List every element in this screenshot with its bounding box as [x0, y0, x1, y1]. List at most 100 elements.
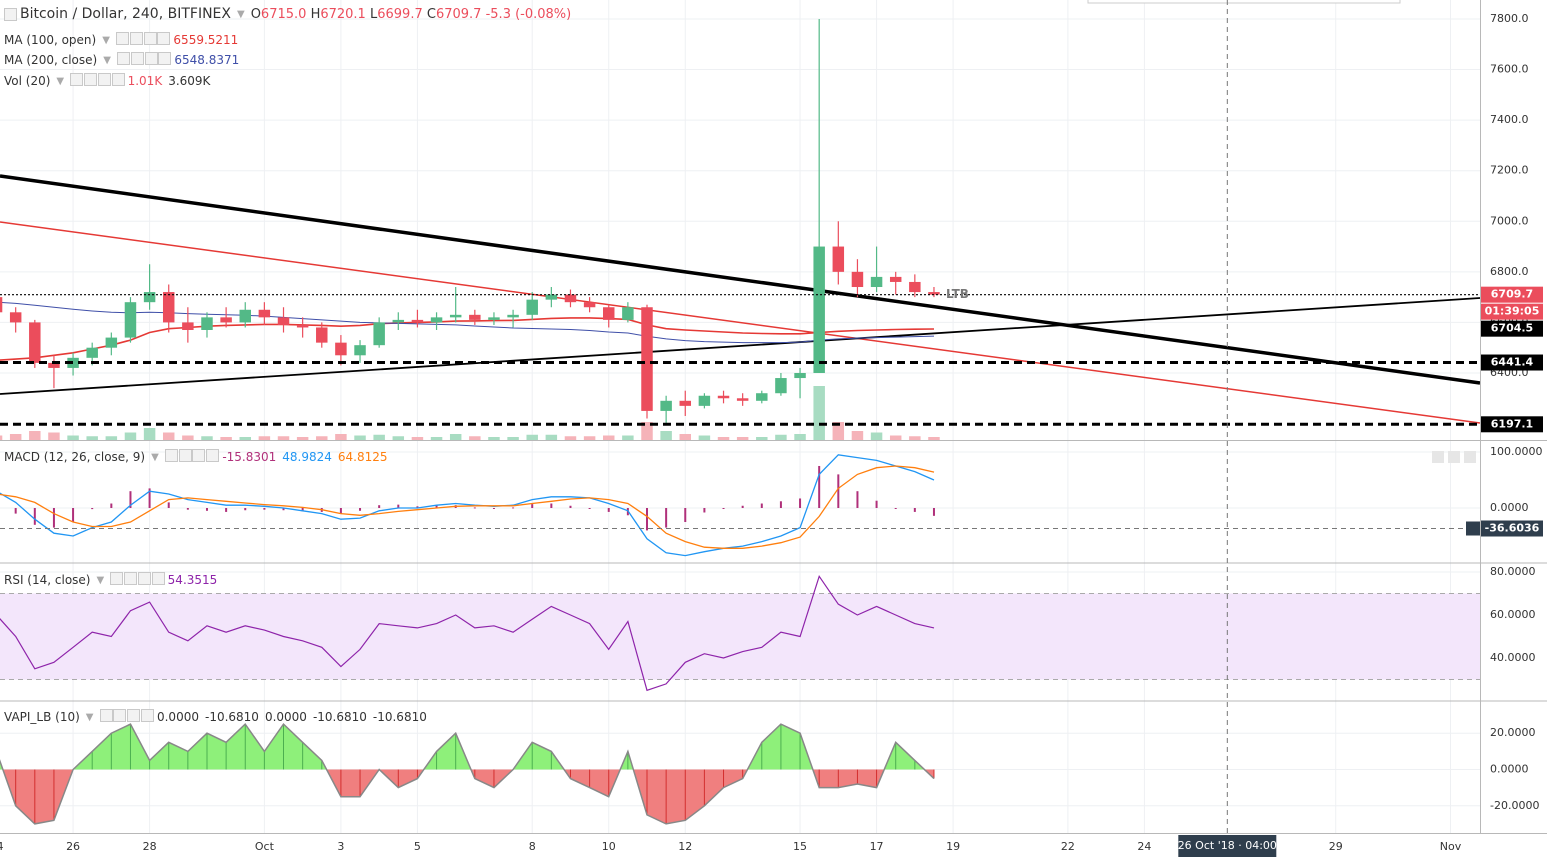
volume-bar [507, 437, 519, 440]
candle-body [928, 292, 940, 295]
volume-bar [641, 422, 653, 440]
collapse-icon[interactable] [4, 7, 17, 21]
histogram-bar [33, 507, 36, 525]
y-tick-label: 40.0000 [1490, 651, 1536, 664]
price-badge-bg [1481, 286, 1543, 303]
histogram-bar [722, 507, 725, 509]
volume-bar [67, 435, 79, 440]
ohlc-key: L [369, 6, 378, 22]
histogram-bar [913, 507, 916, 512]
histogram-bar [932, 507, 935, 516]
volume-bar [430, 437, 443, 440]
ohlc-key: C [426, 6, 436, 22]
histogram-bar [301, 507, 304, 512]
volume-bar [928, 437, 940, 440]
indicator-legend: MACD (12, 26, close, 9) ▼ -15.8301 48.982… [4, 449, 388, 465]
candle-body [105, 337, 118, 348]
candle-body [48, 362, 60, 368]
indicator-legend: MA (100, open) ▼ 6559.5211 [4, 32, 238, 48]
histogram-bar [91, 507, 94, 510]
indicator-name: VAPI_LB (10) [4, 710, 80, 724]
histogram-bar [110, 503, 113, 508]
volume-bar [717, 437, 730, 440]
histogram-bar [569, 505, 572, 508]
x-tick-label: 19 [946, 840, 960, 853]
candle-body [469, 314, 481, 320]
histogram-bar [646, 507, 649, 531]
dropdown[interactable]: ▼ [236, 8, 245, 20]
histogram-bar [359, 507, 362, 511]
pane-button[interactable] [1432, 451, 1444, 463]
indicator-value: 6559.5211 [173, 33, 239, 47]
candle-body [736, 398, 749, 401]
candle-body [813, 246, 825, 373]
dropdown[interactable]: ▼ [56, 75, 65, 87]
volume-bar [736, 437, 749, 440]
volume-bar [469, 436, 481, 440]
candle-body [162, 292, 175, 323]
candle-body [756, 393, 768, 401]
y-tick-label: 80.0000 [1490, 565, 1536, 578]
indicator-value: 3.609K [168, 74, 211, 88]
histogram-bar [760, 503, 763, 508]
candle-body [373, 322, 385, 346]
indicator-legend: VAPI_LB (10) ▼ 0.0000 -10.6810 0.0000 -10… [4, 709, 427, 725]
histogram-bar [588, 507, 591, 509]
volume-bar [449, 434, 462, 440]
histogram-bar [148, 488, 151, 508]
x-tick-label: Oct [255, 840, 275, 853]
volume-bar [832, 422, 845, 440]
candle-body [29, 322, 41, 363]
volume-bar [756, 437, 768, 440]
candle-body [564, 294, 577, 303]
volume-bar [411, 437, 424, 440]
candle-body [354, 345, 366, 356]
y-tick-label: 20.0000 [1490, 726, 1536, 739]
y-tick-label: 0.0000 [1490, 501, 1529, 514]
histogram-bar [550, 503, 553, 508]
histogram-bar [473, 507, 476, 509]
volume-bar [354, 435, 366, 440]
pane-button[interactable] [1464, 451, 1476, 463]
volume-bar [488, 437, 500, 440]
x-tick-label: 26 [66, 840, 80, 853]
indicator-name: MA (100, open) [4, 33, 97, 47]
candle-body [851, 271, 864, 288]
ohlc-value: 6699.7 [377, 6, 423, 22]
x-tick-label: 22 [1061, 840, 1075, 853]
indicator-value: 54.3515 [167, 573, 218, 587]
histogram-bar [684, 507, 687, 523]
histogram-bar [703, 507, 706, 513]
trend-line [0, 221, 1481, 424]
volume-bar [0, 435, 3, 440]
x-tick-label: 10 [602, 840, 616, 853]
y-tick-label: 7800.0 [1490, 12, 1529, 25]
volume-bar [48, 432, 60, 440]
x-tick-label: 28 [143, 840, 157, 853]
candle-body [430, 317, 443, 323]
candle-body [679, 400, 692, 406]
histogram-bar [492, 507, 495, 509]
dropdown[interactable]: ▼ [103, 54, 111, 66]
ohlc-value: 6709.7 [435, 6, 482, 22]
volume-bar [220, 437, 232, 440]
volume-bar [316, 436, 328, 440]
dropdown[interactable]: ▼ [85, 711, 94, 723]
candle-body [641, 307, 653, 411]
moving-average [0, 317, 935, 361]
histogram-bar [799, 498, 802, 508]
pane-button[interactable] [1448, 451, 1460, 463]
indicator-line [0, 574, 935, 692]
dropdown[interactable]: ▼ [96, 574, 105, 586]
marks-layer: LTB [0, 18, 1480, 825]
volume-bar [909, 436, 921, 440]
candle-body [545, 294, 558, 300]
y-tick-label: 0.0000 [1490, 762, 1529, 775]
dropdown[interactable]: ▼ [102, 34, 110, 46]
volume-bar [698, 435, 711, 440]
dropdown[interactable]: ▼ [151, 451, 159, 463]
indicator-name: MA (200, close) [4, 53, 98, 67]
candle-body [182, 322, 194, 330]
